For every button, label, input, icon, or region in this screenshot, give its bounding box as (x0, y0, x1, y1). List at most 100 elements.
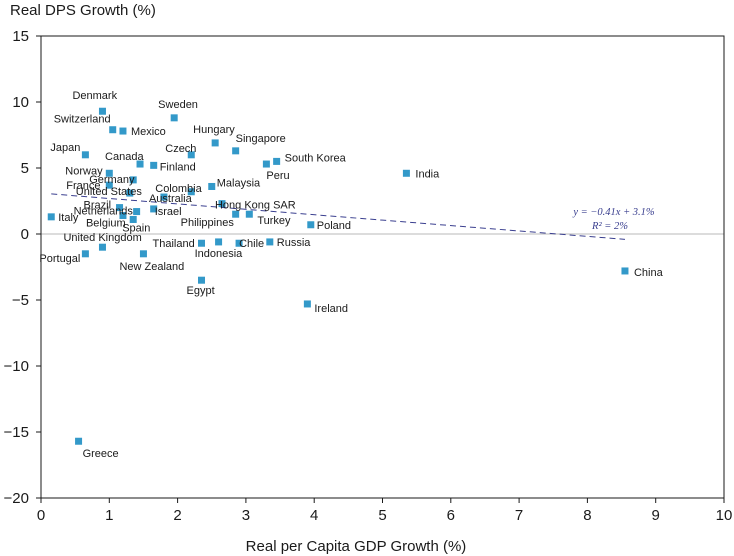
point-label: Greece (83, 448, 119, 460)
data-point (105, 181, 113, 189)
point-label: United Kingdom (63, 232, 141, 244)
point-label: Ireland (314, 303, 348, 315)
point-label: Czech (165, 143, 196, 155)
x-tick-label: 7 (515, 507, 523, 524)
data-point (119, 212, 127, 220)
x-axis-title: Real per Capita GDP Growth (%) (246, 538, 467, 555)
data-point (211, 139, 219, 147)
point-label: Peru (266, 170, 289, 182)
data-point (218, 200, 226, 208)
data-point (273, 157, 281, 165)
point-label: United States (76, 186, 143, 198)
data-point (47, 213, 55, 221)
data-point (126, 189, 134, 197)
point-label: China (634, 267, 664, 279)
data-point (235, 239, 243, 247)
point-label: Malaysia (217, 177, 261, 189)
point-label: Chile (239, 238, 264, 250)
data-point (187, 151, 195, 159)
data-point (98, 243, 106, 251)
x-tick-label: 9 (652, 507, 660, 524)
x-tick-label: 3 (242, 507, 250, 524)
data-point (105, 169, 113, 177)
data-point (136, 160, 144, 168)
data-point (262, 160, 270, 168)
point-label: Australia (149, 193, 193, 205)
data-point (150, 161, 158, 169)
data-point (303, 300, 311, 308)
y-tick-label: 15 (12, 28, 29, 45)
y-tick-label: −10 (4, 358, 29, 375)
y-tick-label: 0 (21, 226, 29, 243)
data-point (187, 188, 195, 196)
x-tick-label: 4 (310, 507, 318, 524)
point-label: France (66, 180, 100, 192)
point-label: New Zealand (119, 261, 184, 273)
data-point (98, 107, 106, 115)
data-point (139, 250, 147, 258)
x-tick-label: 2 (173, 507, 181, 524)
point-label: India (415, 168, 440, 180)
point-label: Switzerland (54, 114, 111, 126)
y-axis-title: Real DPS Growth (%) (10, 2, 156, 19)
point-label: Singapore (236, 133, 286, 145)
point-label: Japan (50, 142, 80, 154)
data-point (133, 208, 141, 216)
data-point (266, 238, 274, 246)
x-tick-label: 10 (716, 507, 733, 524)
x-tick-label: 0 (37, 507, 45, 524)
data-point (119, 127, 127, 135)
point-label: Indonesia (195, 248, 244, 260)
point-label: Brazil (84, 200, 112, 212)
data-point (160, 193, 168, 201)
point-label: Italy (58, 212, 79, 224)
point-label: Hungary (193, 124, 235, 136)
data-point (170, 114, 178, 122)
point-label: Israel (155, 206, 182, 218)
point-label: Mexico (131, 126, 166, 138)
data-point (81, 151, 89, 159)
point-label: Philippines (181, 217, 235, 229)
data-point (402, 169, 410, 177)
point-label: Finland (160, 161, 196, 173)
point-label: Norway (65, 165, 103, 177)
trendline-equation: y = −0.41x + 3.1% (572, 207, 655, 218)
x-tick-label: 5 (378, 507, 386, 524)
point-label: Egypt (187, 285, 215, 297)
point-label: South Korea (285, 152, 347, 164)
point-label: Turkey (257, 215, 291, 227)
y-tick-label: −15 (4, 424, 29, 441)
point-label: Canada (105, 151, 144, 163)
data-point (621, 267, 629, 275)
point-label: Belgium (86, 218, 126, 230)
point-label: Sweden (158, 99, 198, 111)
point-label: Denmark (72, 90, 117, 102)
point-label: Netherlands (74, 206, 134, 218)
data-point (245, 210, 253, 218)
point-label: Colombia (155, 183, 202, 195)
point-label: Poland (317, 220, 351, 232)
point-label: Thailand (153, 238, 195, 250)
point-label: Hong Kong SAR (215, 200, 296, 212)
trendline (51, 193, 626, 240)
data-point (232, 147, 240, 155)
point-label: Portugal (39, 253, 80, 265)
data-point (129, 176, 137, 184)
x-tick-label: 8 (583, 507, 591, 524)
y-tick-label: 5 (21, 160, 29, 177)
data-point (109, 126, 117, 134)
y-tick-label: 10 (12, 94, 29, 111)
trendline-r-squared: R² = 2% (591, 221, 628, 232)
data-point (75, 437, 83, 445)
data-point (307, 221, 315, 229)
data-point (81, 250, 89, 258)
data-point (129, 215, 137, 223)
x-tick-label: 6 (447, 507, 455, 524)
x-tick-label: 1 (105, 507, 113, 524)
data-point (116, 204, 124, 212)
point-label: Russia (277, 237, 312, 249)
point-label: Spain (122, 222, 150, 234)
data-point (198, 239, 206, 247)
data-point (215, 238, 223, 246)
